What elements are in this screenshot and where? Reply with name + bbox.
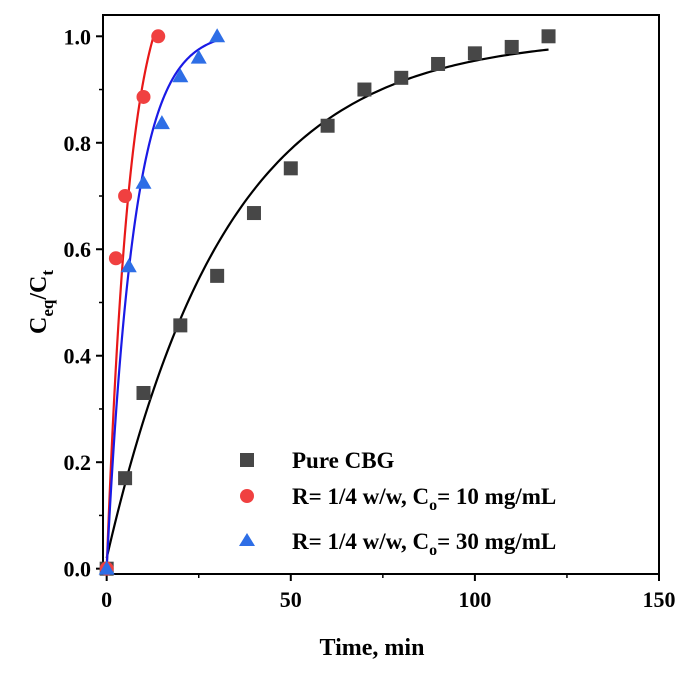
data-point-co10 bbox=[151, 29, 166, 44]
data-point-co10 bbox=[136, 89, 151, 104]
plot-frame bbox=[102, 14, 660, 575]
data-markers bbox=[98, 28, 556, 576]
data-point-pure-cbg bbox=[118, 471, 133, 486]
data-point-co30 bbox=[172, 68, 189, 83]
data-point-co30 bbox=[120, 258, 137, 273]
data-point-pure-cbg bbox=[173, 318, 188, 333]
x-axis-title: Time, min bbox=[320, 635, 425, 661]
y-tick-label: 0.8 bbox=[64, 131, 92, 156]
data-point-pure-cbg bbox=[210, 268, 225, 283]
data-point-pure-cbg bbox=[357, 82, 372, 97]
fit-curve-2 bbox=[105, 39, 218, 569]
data-point-co30 bbox=[153, 115, 170, 130]
data-point-pure-cbg bbox=[136, 385, 151, 400]
data-point-co30 bbox=[135, 174, 152, 189]
y-axis-title: Ceq/Ct bbox=[26, 270, 57, 334]
data-point-pure-cbg bbox=[467, 46, 482, 61]
data-point-co30 bbox=[209, 28, 226, 43]
legend-marker-co10 bbox=[240, 489, 254, 503]
data-point-co10 bbox=[118, 189, 133, 204]
data-point-pure-cbg bbox=[320, 118, 335, 133]
x-axis-ticks: 0 50 100 150 bbox=[101, 574, 676, 612]
data-point-pure-cbg bbox=[394, 70, 409, 85]
data-point-pure-cbg bbox=[504, 39, 519, 54]
y-axis-ticks: 0.0 0.2 0.4 0.6 0.8 1.0 bbox=[64, 24, 103, 582]
legend-label-pure-cbg: Pure CBG bbox=[292, 448, 395, 473]
data-point-pure-cbg bbox=[431, 56, 446, 71]
legend: Pure CBG R= 1/4 w/w, Co= 10 mg/mL R= 1/4… bbox=[239, 448, 556, 559]
y-tick-label: 0.2 bbox=[64, 450, 92, 475]
data-point-co10 bbox=[108, 251, 123, 266]
data-point-pure-cbg bbox=[246, 206, 261, 221]
x-tick-label: 50 bbox=[280, 587, 302, 612]
y-tick-label: 0.6 bbox=[64, 237, 92, 262]
data-point-pure-cbg bbox=[283, 161, 298, 176]
y-tick-label: 0.4 bbox=[64, 344, 92, 369]
data-point-co30 bbox=[98, 560, 115, 575]
data-point-pure-cbg bbox=[541, 29, 556, 44]
x-tick-label: 150 bbox=[643, 587, 676, 612]
data-point-co30 bbox=[190, 49, 207, 64]
fit-curve-1 bbox=[105, 35, 159, 569]
y-tick-label: 0.0 bbox=[64, 557, 92, 582]
legend-marker-pure-cbg bbox=[240, 453, 254, 467]
x-tick-label: 0 bbox=[101, 587, 112, 612]
x-tick-label: 100 bbox=[458, 587, 491, 612]
y-tick-label: 1.0 bbox=[64, 24, 92, 49]
legend-marker-co30 bbox=[239, 533, 255, 546]
legend-label-co30: R= 1/4 w/w, Co= 30 mg/mL bbox=[292, 529, 556, 559]
legend-label-co10: R= 1/4 w/w, Co= 10 mg/mL bbox=[292, 484, 556, 514]
